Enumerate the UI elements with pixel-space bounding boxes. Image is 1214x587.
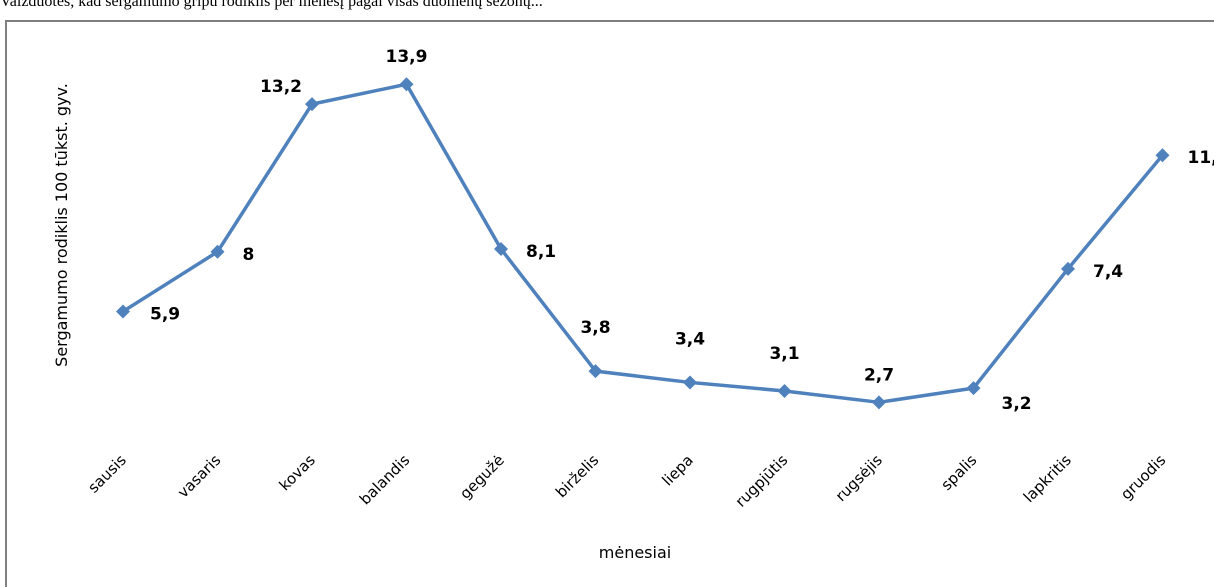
x-tick-label: rugpjūtis	[732, 451, 792, 511]
data-point	[399, 77, 414, 92]
data-point	[966, 381, 981, 396]
data-label-layer: 5,9 8 13,2 13,9 8,1 3,8 3,4 3,1 2,7 3,2 7,4 11,4	[150, 47, 1214, 414]
data-label: 7,4	[1093, 262, 1123, 282]
x-tick-label: spalis	[937, 451, 980, 494]
x-tick-label: liepa	[658, 451, 696, 489]
y-axis-title: Sergamumo rodiklis 100 tūkst. gyv.	[52, 83, 71, 367]
data-label: 2,7	[864, 365, 894, 385]
series-line-layer	[122, 82, 1164, 405]
data-point	[683, 375, 697, 390]
data-point-layer	[116, 77, 1170, 410]
data-point	[1155, 148, 1170, 163]
data-label: 3,2	[1002, 394, 1032, 414]
x-tick-label-layer: sausis vasaris kovas balandis gegužė birželis…	[84, 451, 1169, 511]
data-point	[588, 364, 603, 379]
x-axis-title: mėnesiai	[599, 543, 671, 562]
chart-frame	[5, 20, 1214, 587]
x-tick-label: balandis	[356, 451, 413, 508]
data-point	[494, 241, 508, 256]
x-tick-label: kovas	[276, 451, 319, 494]
x-tick-label: gruodis	[1117, 451, 1169, 503]
data-label: 5,9	[150, 304, 180, 324]
header-text: Vaizduotės, kad sergamumo gripu rodiklis…	[0, 0, 543, 10]
data-point	[305, 97, 319, 112]
data-point	[872, 395, 886, 410]
data-point	[777, 383, 792, 398]
data-point	[1061, 261, 1075, 276]
data-label: 13,2	[260, 77, 302, 97]
data-label: 13,9	[386, 47, 428, 67]
data-label: 3,8	[580, 318, 610, 338]
series-line	[122, 82, 1164, 405]
x-tick-label: sausis	[84, 451, 130, 497]
x-tick-label: birželis	[552, 451, 602, 501]
data-label: 8,1	[526, 242, 556, 262]
x-tick-label: lapkritis	[1020, 451, 1075, 506]
data-label: 8	[243, 245, 255, 265]
x-tick-label: gegužė	[456, 451, 508, 503]
data-point	[116, 304, 130, 319]
data-label: 11,4	[1188, 148, 1214, 168]
x-tick-label: rugsėjis	[832, 451, 886, 505]
x-tick-label: vasaris	[174, 451, 224, 501]
data-point	[210, 244, 225, 259]
data-label: 3,1	[769, 344, 799, 364]
data-label: 3,4	[675, 329, 705, 349]
